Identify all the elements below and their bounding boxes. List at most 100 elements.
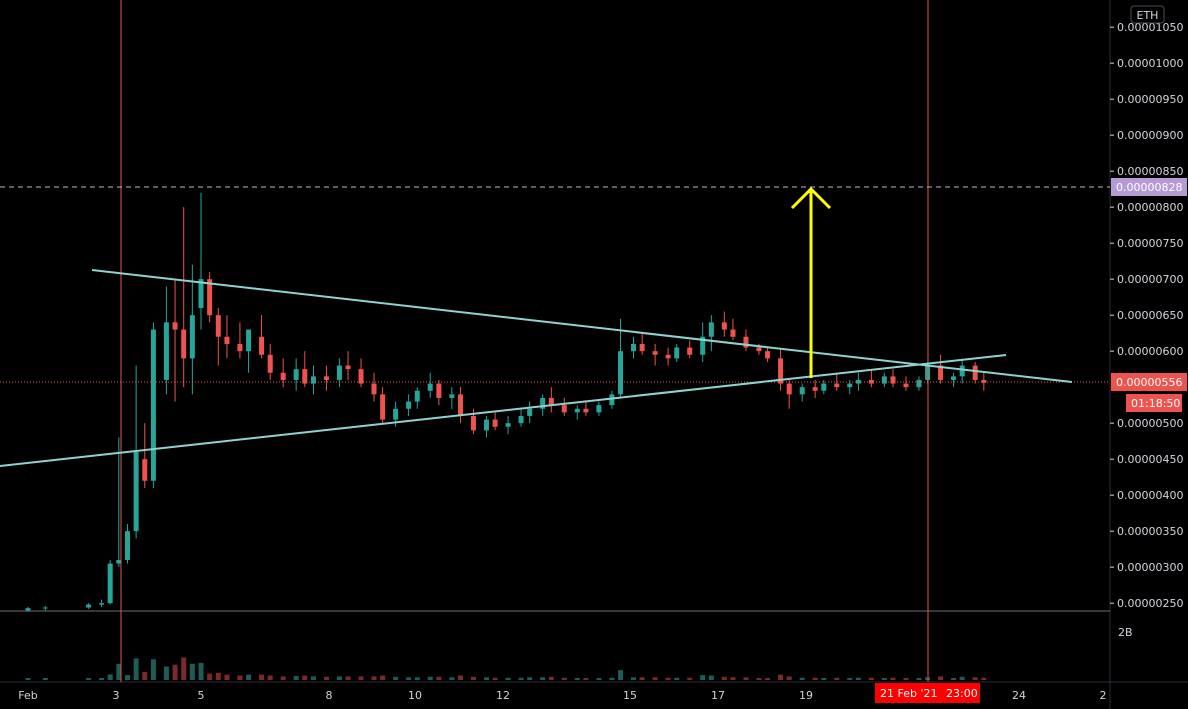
candle-body [561,405,567,413]
currency-badge[interactable]: ETH [1130,5,1165,24]
candle-body [323,376,329,380]
candle-body [150,329,156,481]
time-tick-label: 5 [198,689,205,702]
candle-body [189,315,195,359]
candle-body [890,376,896,384]
candle-body [42,607,48,609]
currency-label: ETH [1137,9,1159,22]
volume-bar [700,675,706,680]
volume-bar [756,678,762,680]
time-tick-label: 24 [1012,689,1026,702]
candle-body [280,372,286,380]
volume-bar [868,677,874,680]
volume-bar [596,678,602,680]
descending-trendline[interactable] [91,269,1073,383]
candle-body [765,351,771,359]
volume-bar [86,678,92,680]
candle-body [380,394,386,420]
volume-bar [310,676,316,680]
volume-bar [786,676,792,680]
price-tick-label: 0.00001050 [1117,21,1183,34]
volume-bar [116,663,122,680]
volume-bar [721,676,727,680]
price-tick-label: 0.00000800 [1117,201,1183,214]
volume-bar [561,677,567,680]
time-tick-label: 17 [711,689,725,702]
candle-body [237,343,243,352]
candle-body [951,376,957,380]
volume-bar [527,677,533,680]
price-tick-label: 0.00000500 [1117,417,1183,430]
volume-bar [150,659,156,680]
volume-bar [99,678,105,680]
crosshair-date: 21 Feb '21 [880,687,938,700]
candle-body [207,279,213,316]
volume-bar [951,678,957,680]
candle-body [406,401,412,409]
candle-body [881,376,887,384]
candle-body [163,322,169,380]
volume-bar [133,658,139,680]
volume-bar [259,674,265,680]
volume-bar [280,676,286,680]
candle-body [583,408,589,413]
candle-body [981,379,987,383]
candle-body [293,369,299,380]
volume-bar [730,677,736,680]
candle-body [730,329,736,337]
price-tick-label: 0.00000300 [1117,561,1183,574]
time-tick-label: 8 [326,689,333,702]
candle-body [574,408,580,413]
candle-body [198,279,204,308]
candle-body [470,415,476,431]
time-tick-label: 19 [799,689,813,702]
volume-bar [414,677,420,680]
volume-bar [916,678,922,680]
candle-body [700,336,706,355]
candle-body [224,336,230,344]
volume-bar [215,672,221,680]
candle-body [86,604,92,608]
volume-bar [855,677,861,680]
volume-bar [380,675,386,680]
candle-body [631,343,636,352]
ascending-trendline[interactable] [0,354,1007,467]
volume-bar [687,677,693,680]
volume-bar [609,677,615,680]
candle-body [116,559,122,564]
volume-bar [246,674,252,680]
volume-bar [189,663,195,680]
volume-bar [505,677,511,680]
volume-bar [812,677,818,680]
candle-body [812,387,818,391]
volume-bar [406,677,412,680]
target-arrow[interactable] [790,186,832,378]
candle-body [665,354,671,359]
time-axis[interactable]: Feb 3 5 8 10 12 15 17 19 24 2 [18,689,1106,702]
candle-body [548,397,554,406]
volume-bar [393,676,399,680]
candle-body [527,408,533,416]
volume-bar [890,677,896,680]
candle-body [756,347,762,352]
volume-bar [323,676,329,680]
candle-body [336,365,342,380]
countdown-label: 01:18:50 [1131,397,1180,410]
candle-body [972,365,978,380]
volume-bar [631,677,636,680]
candle-body [916,379,922,388]
candle-body [596,405,602,413]
price-tick-label: 0.00000650 [1117,309,1183,322]
candle-body [786,383,792,395]
volume-bar [548,676,554,680]
price-axis[interactable]: 0.00001050 0.00001000 0.00000950 0.00000900… [1110,21,1183,610]
candle-body [639,343,645,352]
volume-bar [799,677,805,680]
volume-bar [881,678,887,680]
candle-body [142,459,148,481]
candle-body [505,423,511,427]
crosshair-date-badge: 21 Feb '21 23:00 [875,683,980,703]
volume-bar [198,662,204,680]
candle-body [310,376,316,384]
